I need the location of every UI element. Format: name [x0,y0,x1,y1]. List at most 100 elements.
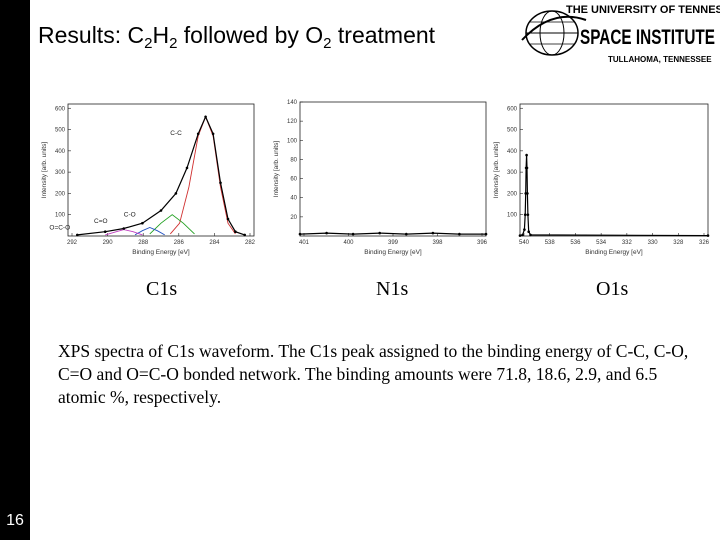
x-tick-label: 328 [673,240,684,246]
logo-line-3: TULLAHOMA, TENNESSEE [608,55,712,64]
figure-caption: XPS spectra of C1s waveform. The C1s pea… [58,341,689,407]
x-tick-label: 290 [103,240,114,246]
o1s-spectrum-plot: 100 200 300 400 500 600 540 538 536 534 332 330 328 3… [493,103,710,256]
y-tick-label: 80 [290,157,297,163]
peak-annotation: C-O [124,211,136,218]
series-line-measured [519,155,709,237]
x-axis-label: Binding Energy [eV] [364,249,422,256]
data-point [527,230,530,233]
series-line-c-o [134,227,165,236]
page-number: 16 [6,512,24,529]
y-tick-label: 100 [55,213,66,219]
data-point [103,230,107,233]
data-point [204,115,207,119]
plot-frame [519,103,709,237]
data-point [196,132,200,136]
y-tick-label: 300 [55,170,66,176]
y-tick-label: 40 [290,196,297,202]
x-tick-label: 538 [545,240,556,246]
y-tick-label: 600 [507,106,518,112]
y-tick-label: 500 [507,128,518,134]
title-subscript: 2 [169,35,178,52]
data-point [431,231,435,235]
data-point [529,233,532,237]
y-tick-label: 500 [55,128,66,134]
peak-annotation: C-C [170,130,182,137]
x-tick-label: 292 [67,240,78,246]
data-point [234,230,237,233]
data-point [76,233,79,237]
y-tick-label: 200 [55,191,66,197]
logo-line-1: THE UNIVERSITY OF TENNESSEE [566,4,720,16]
x-tick-label: 332 [622,240,633,246]
x-tick-label: 401 [299,240,310,246]
x-tick-label: 330 [648,240,659,246]
n1s-spectrum-plot: 20 40 60 80 100 120 140 401 400 399 398 396 Binding … [273,100,488,256]
data-point [298,232,302,236]
data-point [174,192,178,195]
x-tick-label: 399 [388,240,399,246]
data-point [351,232,355,236]
data-point [458,232,461,236]
y-tick-label: 600 [55,106,66,112]
data-point [484,232,488,236]
series-line-measured [299,232,486,235]
data-point [525,153,528,157]
n1s-chart: 20 40 60 80 100 120 140 401 400 399 398 396 Binding … [264,96,494,266]
panel-label-o1s: O1s [596,278,629,300]
plot-frame [299,101,487,237]
y-tick-label: 140 [287,100,298,106]
data-point [211,132,215,136]
data-point [706,234,710,237]
data-point [405,232,408,236]
data-point [523,228,526,231]
x-tick-label: 540 [519,240,530,246]
y-tick-label: 400 [507,149,518,155]
x-tick-label: 282 [245,240,256,246]
x-tick-label: 286 [174,240,185,246]
title-part: followed by O [177,22,324,48]
data-point [159,209,163,212]
data-point [378,231,381,235]
y-tick-label: 120 [287,119,298,125]
title-part: H [152,22,170,48]
series-line-measured [77,115,245,236]
data-point [141,221,144,225]
y-tick-label: 100 [507,213,518,219]
y-tick-label: 60 [290,177,297,183]
y-tick-label: 400 [55,149,66,155]
y-axis-label: Intensity [arb. units] [41,142,48,199]
title-subscript: 2 [144,35,153,52]
data-point [526,213,530,216]
logo-line-2: SPACE INSTITUTE [580,26,715,49]
globe-icon: THE UNIVERSITY OF TENNESSEE SPACE INSTIT… [521,4,720,64]
data-point [325,231,328,235]
peak-annotation: C=O [94,218,108,225]
y-tick-label: 20 [290,215,297,221]
y-tick-label: 300 [507,170,518,176]
x-tick-label: 534 [596,240,607,246]
x-tick-label: 396 [477,240,488,246]
y-axis-label: Intensity [arb. units] [493,142,500,199]
data-point [526,192,529,195]
data-point [243,233,246,237]
panel-label-n1s: N1s [376,278,409,300]
x-axis-label: Binding Energy [eV] [585,249,643,256]
x-tick-label: 536 [570,240,581,246]
university-logo: THE UNIVERSITY OF TENNESSEE SPACE INSTIT… [520,0,720,70]
x-tick-label: 326 [699,240,710,246]
peak-annotation: O=C-O [49,225,70,232]
o1s-chart: 100 200 300 400 500 600 540 538 536 534 332 330 328 3… [490,96,715,266]
data-point [122,227,126,230]
data-point [523,213,527,216]
x-tick-label: 284 [209,240,220,246]
data-point [521,233,524,237]
x-tick-label: 400 [343,240,354,246]
x-axis-label: Binding Energy [eV] [132,249,190,256]
panel-label-c1s: C1s [146,278,178,300]
title-subscript: 2 [323,35,332,52]
slide-title: Results: C2H2 followed by O2 treatment [38,22,558,52]
c1s-spectrum-plot: 100 200 300 400 500 600 292 290 288 286 284 282 Bind… [41,103,256,256]
title-part: Results: C [38,22,145,48]
y-axis-label: Intensity [arb. units] [273,141,280,198]
